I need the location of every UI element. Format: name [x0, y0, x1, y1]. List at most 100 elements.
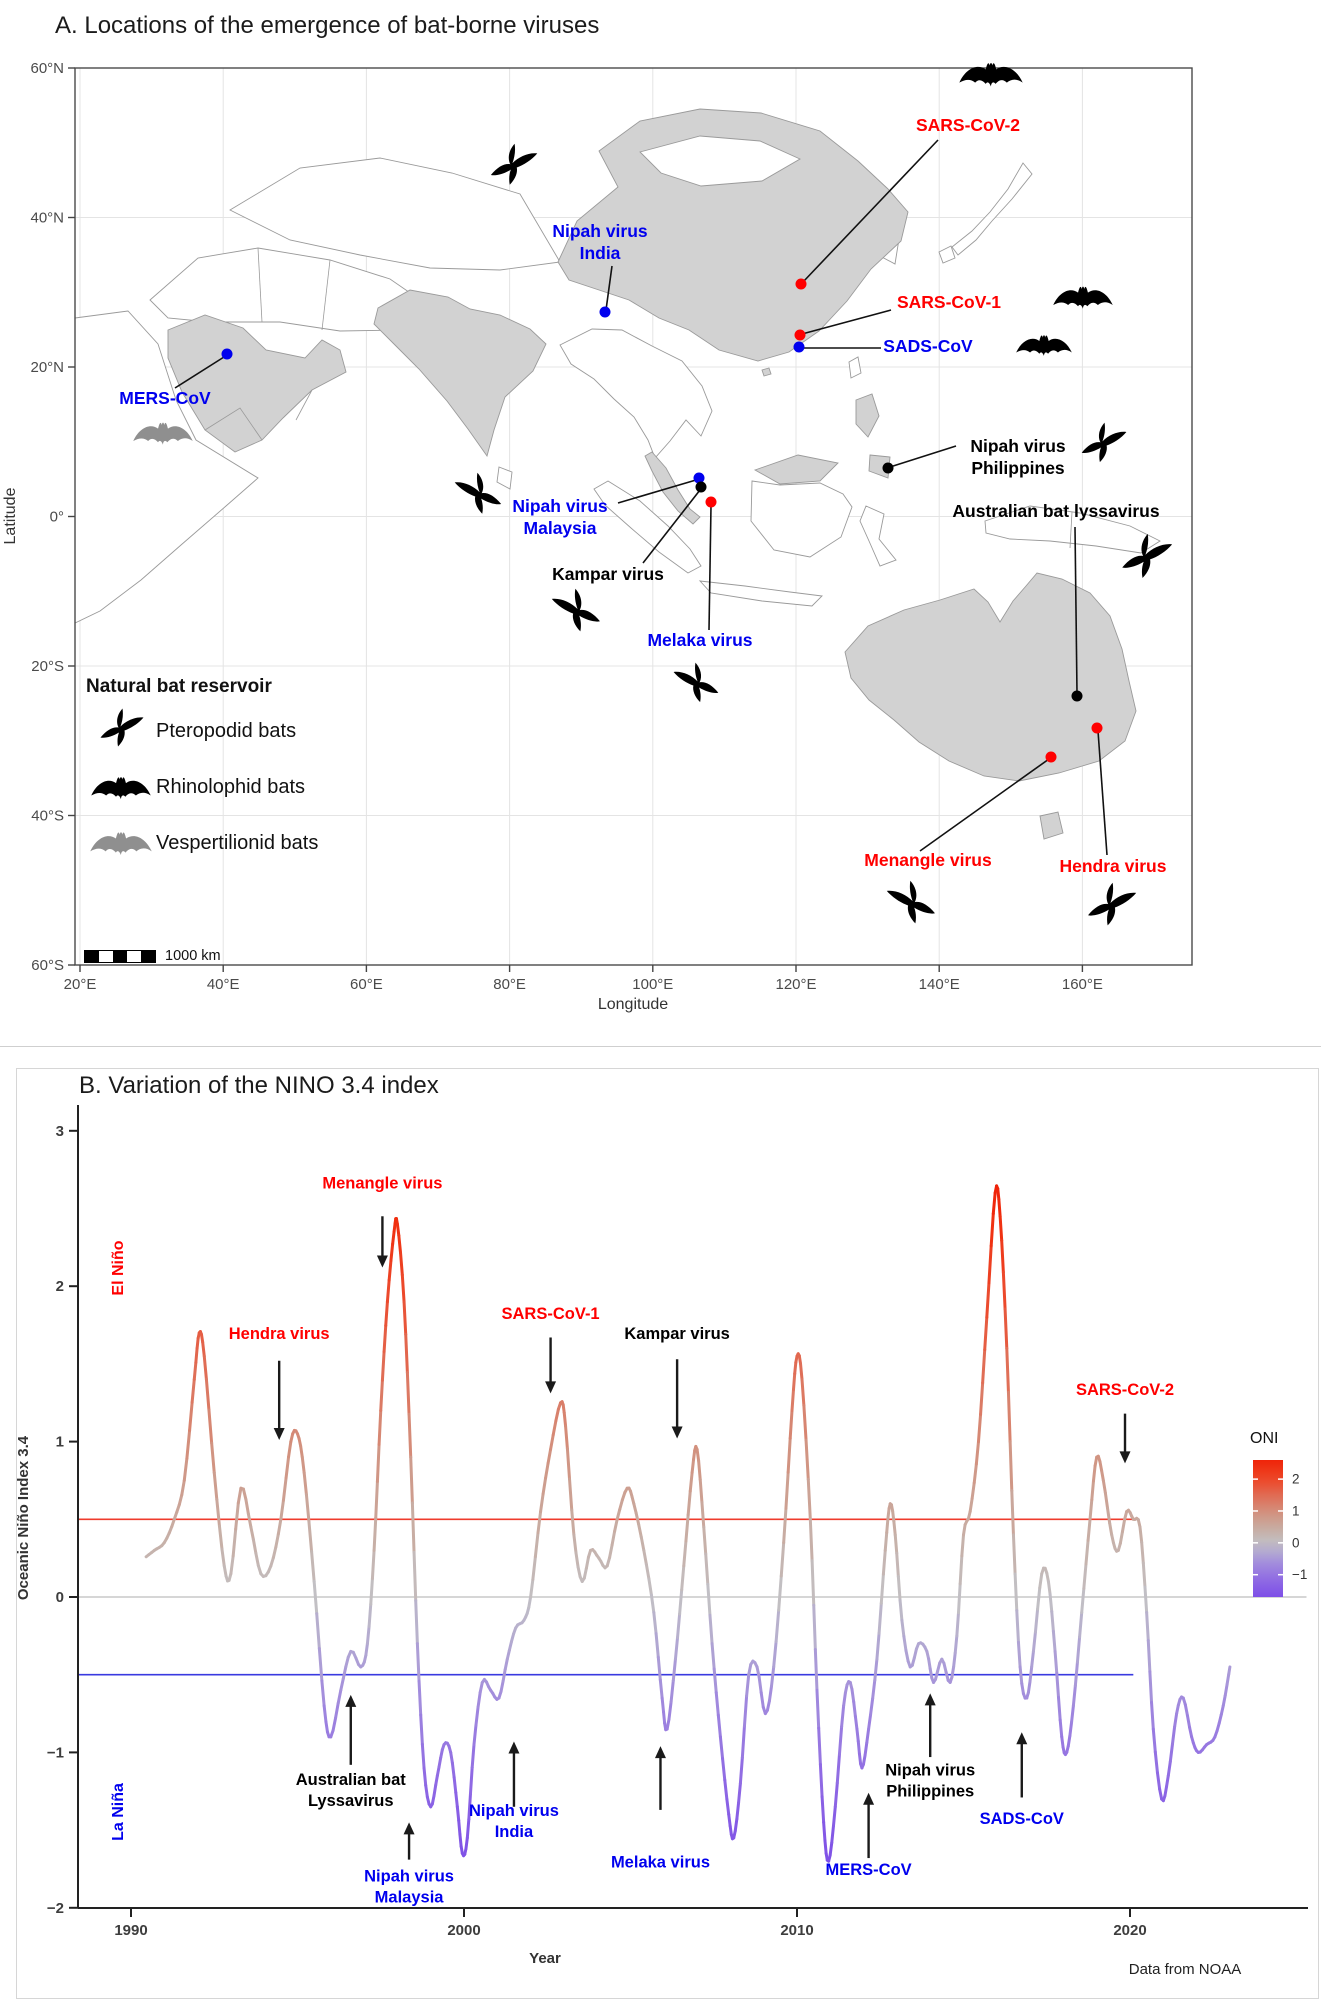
emergence-dot: [795, 278, 807, 290]
annotation-label: Philippines: [886, 1783, 974, 1801]
rhinolophid-bat-icon: [959, 62, 1023, 87]
emergence-dot: [1045, 751, 1057, 763]
svg-text:120°E: 120°E: [775, 976, 816, 993]
svg-text:140°E: 140°E: [919, 976, 960, 993]
annotation-Nipah-virus-Philippines: Nipah virus Philippines: [885, 1693, 975, 1801]
svg-text:1: 1: [56, 1434, 64, 1451]
virus-label: Australian bat lyssavirus: [952, 501, 1159, 521]
chart-x-axis-title: Year: [529, 1950, 561, 1967]
annotation-label: Menangle virus: [322, 1174, 442, 1192]
panel-a-title: A. Locations of the emergence of bat-bor…: [55, 12, 600, 39]
arrowhead-icon: [508, 1741, 520, 1754]
arrowhead-icon: [1016, 1732, 1028, 1745]
svg-text:160°E: 160°E: [1062, 976, 1103, 993]
svg-text:0: 0: [1292, 1535, 1300, 1550]
legend-label: Rhinolophid bats: [156, 775, 305, 798]
oni-colorbar: 2 1 0 −1: [1253, 1460, 1307, 1597]
scale-bar-label: 1000 km: [165, 948, 221, 964]
virus-label: SADS-CoV: [883, 336, 973, 356]
la-nina-label: La Niña: [110, 1783, 127, 1841]
pteropodid-bat-icon: [673, 662, 719, 703]
svg-text:−1: −1: [1292, 1567, 1307, 1582]
legend-label: Pteropodid bats: [156, 719, 297, 742]
arrowhead-icon: [376, 1255, 388, 1268]
annotation-label: Melaka virus: [611, 1853, 710, 1871]
map-axis-ticks: 20°E 40°E 60°E 80°E 100°E 120°E 140°E 160°E 60°N…: [30, 60, 1102, 993]
rhinolophid-bat-icon: [1053, 286, 1113, 309]
panel-b-frame: [16, 1068, 1319, 1999]
svg-text:60°N: 60°N: [30, 60, 64, 77]
emergence-dot: [695, 481, 707, 493]
legend-item-rhinolophid: Rhinolophid bats: [86, 762, 406, 812]
virus-marker-SADS-CoV: SADS-CoV: [793, 335, 1072, 357]
emergence-dot: [599, 306, 611, 318]
emergence-dot: [221, 348, 233, 360]
svg-text:2: 2: [1292, 1472, 1300, 1487]
annotation-label: Nipah virus: [885, 1762, 975, 1780]
virus-label: SARS-CoV-2: [916, 115, 1020, 135]
map-x-axis-title: Longitude: [598, 996, 668, 1013]
annotation-MERS-CoV: MERS-CoV: [826, 1792, 912, 1879]
virus-label: Hendra virus: [1060, 856, 1167, 876]
emergence-dot: [793, 341, 805, 353]
virus-marker-Hendra-virus: Hendra virus: [1060, 722, 1167, 926]
svg-text:40°E: 40°E: [207, 976, 240, 993]
arrowhead-icon: [1119, 1451, 1131, 1464]
el-nino-label: El Niño: [110, 1240, 127, 1295]
map-reservoir-legend: Natural bat reservoir Pteropodid bats Rh…: [86, 676, 406, 874]
annotation-label: Lyssavirus: [308, 1792, 394, 1810]
svg-text:2000: 2000: [447, 1922, 480, 1939]
arrowhead-icon: [924, 1693, 936, 1706]
chart-y-axis-title: Oceanic Niño Index 3.4: [15, 1435, 32, 1600]
virus-marker-SARS-CoV-1: SARS-CoV-1: [794, 286, 1113, 341]
annotation-SADS-CoV: SADS-CoV: [980, 1732, 1064, 1828]
vespertilionid-bat-icon: [86, 828, 156, 858]
virus-label: SARS-CoV-1: [897, 292, 1001, 312]
virus-marker-Australian-bat-lyssavirus: Australian bat lyssavirus: [952, 501, 1173, 702]
rhinolophid-bat-icon: [86, 773, 156, 802]
pteropodid-bat-icon: [454, 472, 502, 514]
arrowhead-icon: [545, 1381, 557, 1394]
annotation-label: MERS-CoV: [826, 1861, 912, 1879]
svg-text:1990: 1990: [114, 1922, 147, 1939]
svg-text:2: 2: [56, 1278, 64, 1295]
legend-title: Natural bat reservoir: [86, 676, 272, 697]
arrowhead-icon: [403, 1822, 415, 1835]
annotation-SARS-CoV-1: SARS-CoV-1: [502, 1305, 600, 1394]
colorbar-title: ONI: [1250, 1430, 1278, 1447]
annotation-Kampar-virus: Kampar virus: [624, 1325, 730, 1439]
svg-text:20°N: 20°N: [30, 359, 64, 376]
annotation-label: Australian bat: [296, 1771, 407, 1789]
annotation-label: SARS-CoV-1: [502, 1305, 600, 1323]
chart-axis-ticks: 1990 2000 2010 2020 3 2 1 0 −1 −2: [47, 1123, 1147, 1939]
pteropodid-bat-icon: [490, 143, 538, 185]
map-scale-bar: 1000 km: [84, 948, 221, 964]
arrowhead-icon: [671, 1426, 683, 1439]
svg-text:−2: −2: [47, 1900, 64, 1917]
annotation-label: Malaysia: [375, 1888, 445, 1906]
emergence-dot: [705, 496, 717, 508]
virus-label: Nipah virus: [552, 221, 648, 241]
panel-divider: [0, 1046, 1321, 1047]
svg-text:40°S: 40°S: [31, 808, 64, 825]
legend-label: Vespertilionid bats: [156, 831, 319, 854]
svg-text:−1: −1: [47, 1744, 64, 1761]
svg-text:1: 1: [1292, 1503, 1300, 1518]
annotation-Melaka-virus: Melaka virus: [611, 1746, 710, 1871]
svg-text:100°E: 100°E: [632, 976, 673, 993]
annotation-Menangle-virus: Menangle virus: [322, 1174, 442, 1268]
pteropodid-bat-icon: [1088, 882, 1137, 926]
virus-marker-Menangle-virus: Menangle virus: [864, 751, 1057, 924]
virus-marker-Melaka-virus: Melaka virus: [647, 496, 753, 703]
svg-text:2020: 2020: [1113, 1922, 1146, 1939]
emergence-dot: [882, 462, 894, 474]
virus-marker-SARS-CoV-2: SARS-CoV-2: [795, 62, 1023, 290]
svg-text:60°S: 60°S: [31, 957, 64, 974]
virus-label: Menangle virus: [864, 850, 992, 870]
panel-b-title: B. Variation of the NINO 3.4 index: [79, 1072, 439, 1099]
arrowhead-icon: [654, 1746, 666, 1759]
virus-label: Philippines: [971, 458, 1065, 478]
